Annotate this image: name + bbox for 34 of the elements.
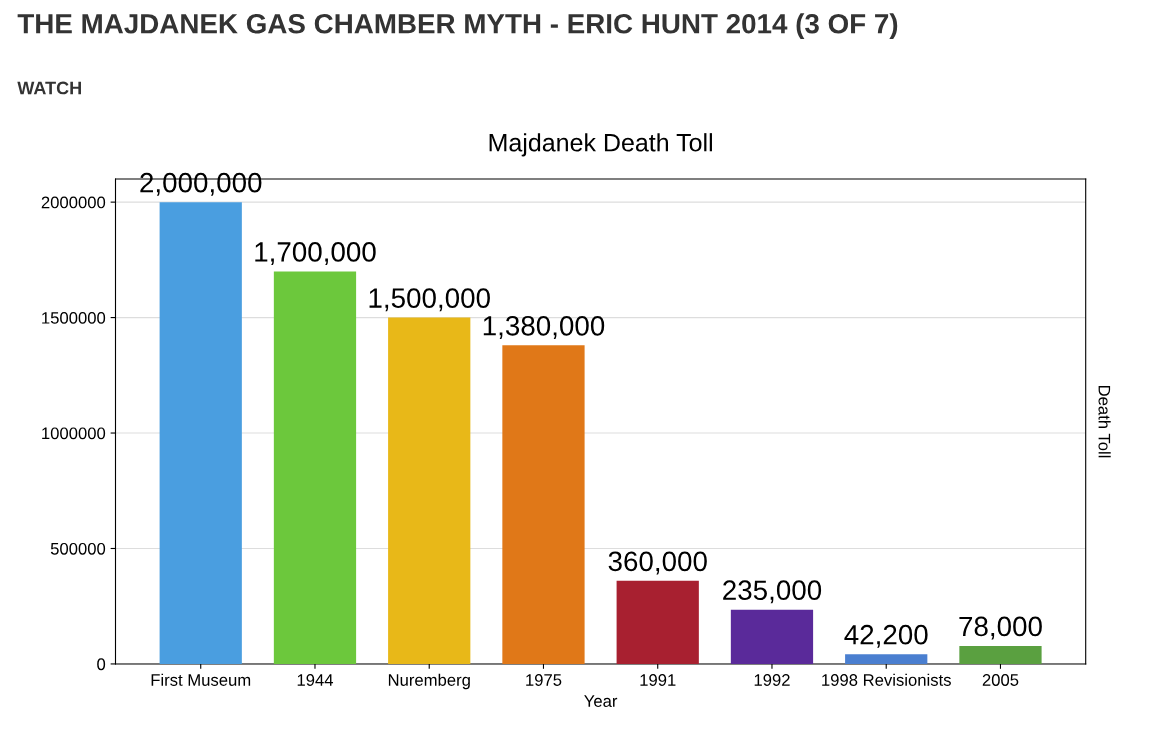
text: WATCH [17, 81, 81, 95]
x-axis-title: Year [584, 695, 618, 707]
x-tick-label: 2005 [982, 674, 1019, 686]
y-tick-label: 1500000 [42, 311, 106, 324]
data-label: 235,000 [723, 580, 822, 604]
bar [388, 317, 471, 664]
bar [730, 609, 814, 664]
x-tick-label: Nuremberg [388, 673, 470, 690]
x-tick-label: 1944 [297, 674, 334, 686]
bar [616, 580, 699, 664]
chart-title: Majdanek Death Toll [489, 133, 712, 157]
data-label: 2,000,000 [140, 172, 262, 196]
y-axis-title: Death Toll [1098, 385, 1111, 458]
y-tick-label: 0 [97, 658, 106, 671]
x-tick-label: 1991 [640, 674, 676, 686]
bar [845, 654, 928, 664]
text: THE MAJDANEK GAS CHAMBER MYTH - ERIC HUNT 2014 (3 OF 7) [17, 13, 898, 40]
x-tick-label: First Museum [151, 673, 251, 686]
data-label: 42,200 [844, 624, 928, 648]
data-label: 1,700,000 [255, 242, 376, 266]
y-tick-label: 1000000 [42, 427, 106, 440]
bar [959, 645, 1042, 664]
bar [273, 271, 357, 664]
data-label: 1,500,000 [369, 288, 490, 312]
bar [159, 202, 242, 664]
data-label: 360,000 [608, 551, 707, 575]
data-label: 78,000 [959, 616, 1042, 640]
x-tick-label: 1992 [754, 674, 790, 686]
data-label: 1,380,000 [483, 315, 605, 339]
bar [502, 345, 585, 664]
x-tick-label: 1998 Revisionists [822, 673, 951, 686]
x-tick-label: 1975 [526, 674, 562, 686]
y-tick-label: 2000000 [41, 196, 106, 209]
y-tick-label: 500000 [50, 542, 106, 555]
